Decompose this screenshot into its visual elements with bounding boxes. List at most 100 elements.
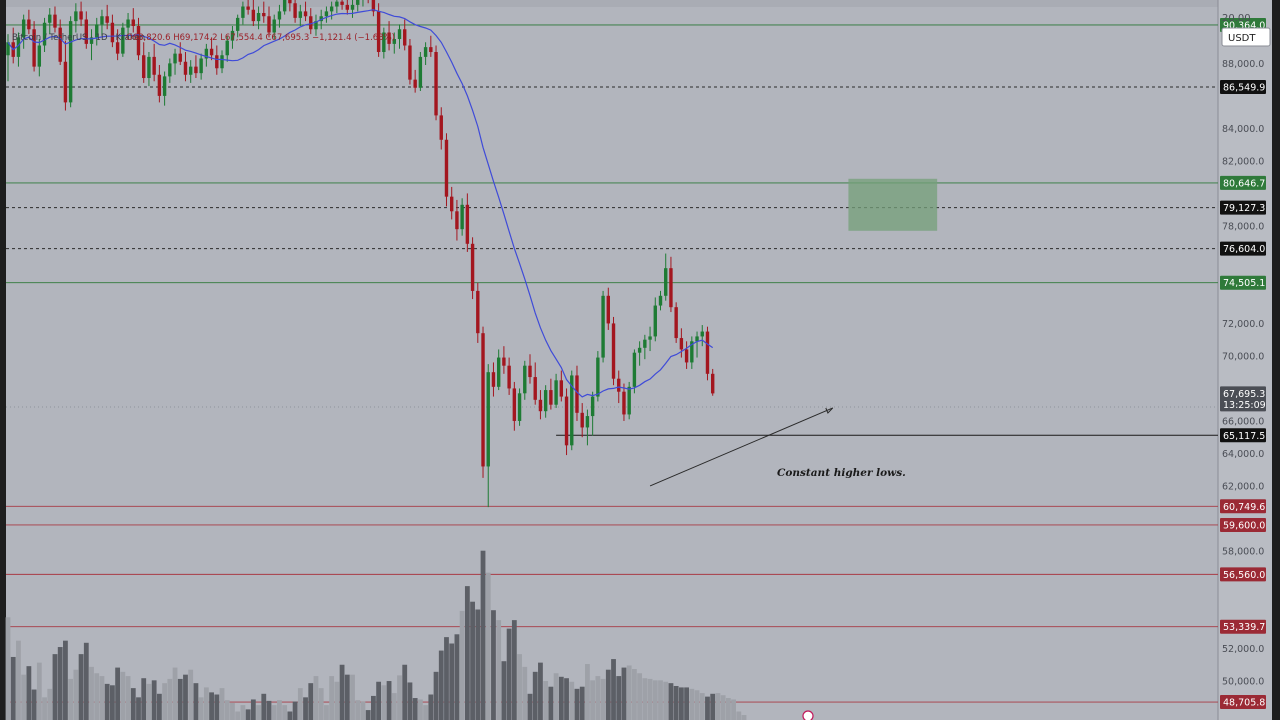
volume-bar <box>376 681 382 720</box>
volume-bar <box>334 681 340 720</box>
volume-bar <box>538 662 543 720</box>
target-zone <box>848 178 938 231</box>
volume-bar <box>647 678 653 720</box>
candle-body <box>277 11 282 20</box>
volume-bar <box>287 711 293 720</box>
candle-body <box>575 375 579 413</box>
volume-bar <box>89 666 94 720</box>
candle-body <box>162 76 167 96</box>
volume-bar <box>532 671 538 720</box>
volume-bar <box>501 661 507 720</box>
volume-bar <box>564 678 569 720</box>
candle-body <box>486 372 490 467</box>
volume-bar <box>621 667 627 720</box>
volume-bar <box>611 659 616 720</box>
candle-body <box>523 365 527 394</box>
candle-body <box>392 39 396 44</box>
candle-body <box>679 338 684 350</box>
volume-bar <box>731 699 736 720</box>
volume-bar <box>511 620 517 720</box>
volume-bar <box>198 697 204 720</box>
volume-bar <box>689 688 695 720</box>
candle-body <box>136 26 141 56</box>
level-price-label: 80,646.7 <box>1223 178 1265 189</box>
volume-bar <box>110 685 115 720</box>
candle-body <box>329 6 334 12</box>
candle-body <box>183 61 188 75</box>
volume-bar <box>277 700 282 720</box>
candle-body <box>230 30 235 41</box>
candle-body <box>423 47 428 57</box>
candle-body <box>345 4 349 10</box>
volume-bar <box>10 656 16 720</box>
volume-bar <box>412 698 418 720</box>
volume-bar <box>120 671 126 720</box>
ohlc-readout: O68,820.6 H69,174.2 L67,554.4 C67,695.3 … <box>126 33 395 43</box>
candle-body <box>371 0 376 12</box>
volume-bar <box>240 705 246 720</box>
candle-body <box>601 295 605 358</box>
volume-bar <box>5 617 11 720</box>
level-price-tag <box>1220 275 1266 290</box>
candle-body <box>617 378 621 392</box>
candle-body <box>517 393 522 421</box>
candle-body <box>429 47 433 53</box>
candle-body <box>596 357 600 397</box>
candle-body <box>204 48 209 59</box>
candle-body <box>590 396 595 417</box>
level-price-label: 53,339.7 <box>1223 622 1265 633</box>
level-price-tag <box>1220 200 1266 215</box>
volume-bar <box>36 662 42 720</box>
volume-bar <box>595 676 601 720</box>
volume-bar <box>167 678 173 720</box>
level-price-label: 48,705.8 <box>1223 698 1265 709</box>
top-scale-label: 20.00 <box>1222 13 1251 24</box>
volume-bar <box>459 610 465 720</box>
volume-bar <box>209 692 214 720</box>
candle-body <box>95 24 99 38</box>
volume-bar <box>579 686 585 720</box>
candle-body <box>350 4 355 10</box>
candle-body <box>606 295 610 324</box>
candle-body <box>246 6 250 10</box>
chart-settings-icon[interactable] <box>802 710 814 720</box>
candle-body <box>32 29 36 67</box>
annotation-text: Constant higher lows. <box>777 467 906 479</box>
candle-body <box>695 336 699 342</box>
volume-bar <box>574 688 580 720</box>
volume-bar <box>720 695 726 720</box>
candle-body <box>293 3 297 18</box>
volume-bar <box>83 642 89 720</box>
candle-body <box>147 56 151 79</box>
volume-bar <box>605 669 611 720</box>
candle-body <box>53 14 57 28</box>
volume-bar <box>318 688 324 720</box>
volume-bar <box>308 683 314 720</box>
candle-body <box>658 295 663 306</box>
volume-bar <box>31 689 37 720</box>
volume-bar <box>42 697 47 720</box>
volume-bar <box>397 675 402 720</box>
candle-body <box>142 55 146 79</box>
candle-body <box>690 341 694 363</box>
candle-body <box>209 48 214 56</box>
volume-bar <box>136 697 141 720</box>
volume-bar <box>470 601 475 720</box>
candle-body <box>465 204 470 244</box>
candle-body <box>502 357 506 366</box>
volume-bar <box>350 674 355 720</box>
volume-bar <box>684 687 689 720</box>
y-tick-label: 70,000.0 <box>1222 351 1264 362</box>
level-price-tag <box>1220 567 1266 582</box>
higher-lows-trendline <box>649 407 834 487</box>
candle-body <box>444 139 449 197</box>
candle-body <box>178 53 182 62</box>
volume-bar <box>282 705 288 720</box>
candle-body <box>58 27 62 62</box>
candle-body <box>403 29 407 46</box>
currency-badge[interactable]: USDT <box>1221 27 1271 47</box>
level-price-labels: 90,364.0 86,549.9 80,646.7 79,127.3 76,604.0… <box>1220 17 1266 710</box>
volume-bar <box>183 674 188 720</box>
candle-body <box>622 391 626 415</box>
volume-bar <box>652 680 658 720</box>
